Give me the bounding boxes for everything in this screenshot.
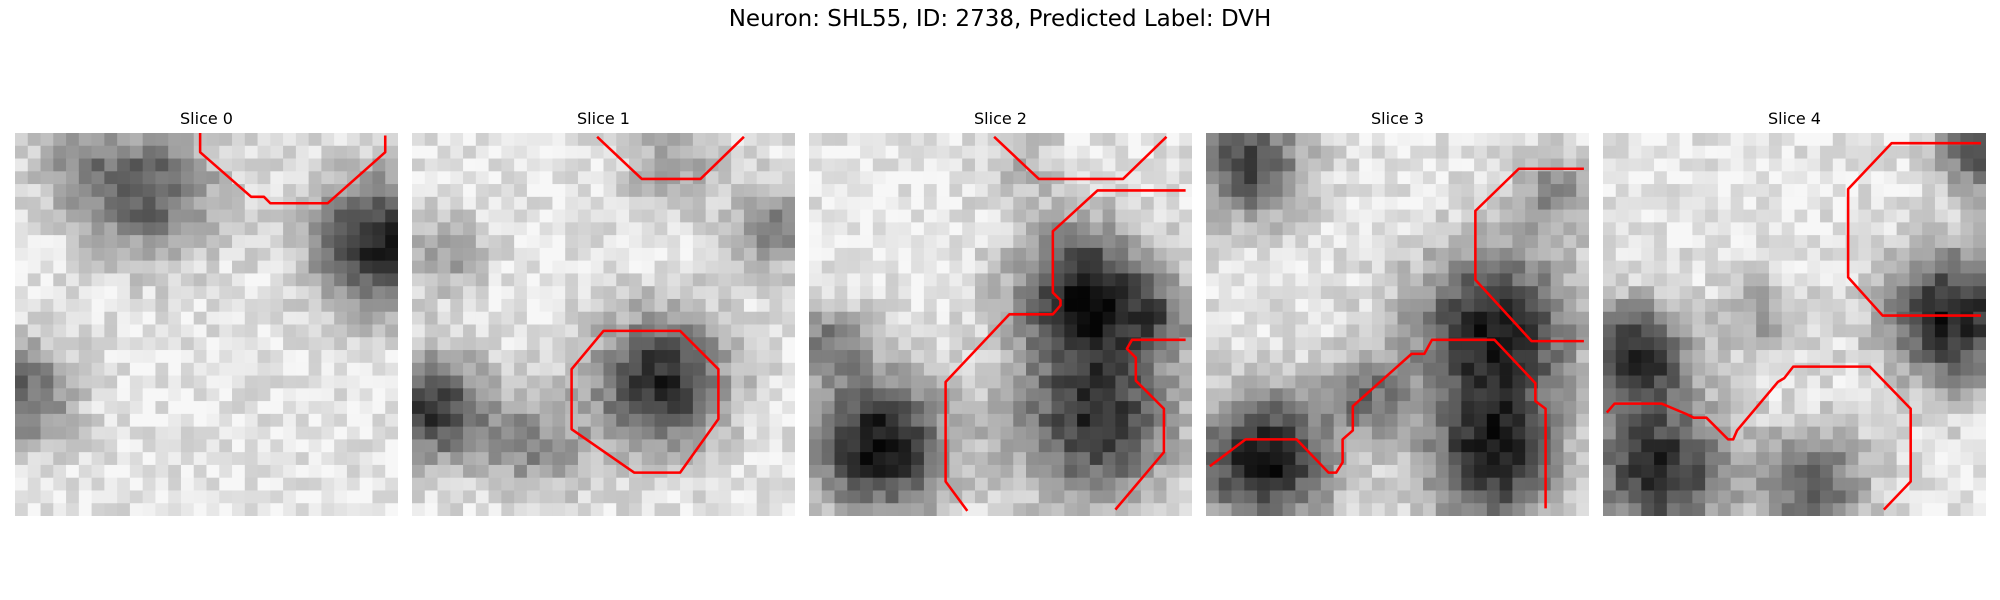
contour-line (993, 135, 1168, 181)
slice-image-2 (809, 133, 1192, 516)
contour-line (570, 329, 720, 474)
slice-title-2: Slice 2 (974, 109, 1027, 128)
contour-line (1209, 338, 1547, 509)
figure-title: Neuron: SHL55, ID: 2738, Predicted Label… (728, 6, 1272, 32)
slice-image-4 (1603, 133, 1986, 516)
slice-panel-2: Slice 2 (809, 109, 1192, 516)
slice-title-3: Slice 3 (1371, 109, 1424, 128)
contour-line (1114, 338, 1186, 511)
contour-line (944, 189, 1186, 512)
contour-line (1605, 365, 1912, 511)
slice-title-4: Slice 4 (1768, 109, 1821, 128)
slice-image-1 (412, 133, 795, 516)
slice-title-1: Slice 1 (577, 109, 630, 128)
slice-image-3 (1206, 133, 1589, 516)
contour-line (596, 135, 745, 181)
slice-title-0: Slice 0 (180, 109, 233, 128)
slice-panel-1: Slice 1 (412, 109, 795, 516)
slice-panel-0: Slice 0 (15, 109, 398, 516)
contour-line (1474, 167, 1584, 343)
contour-line (198, 133, 387, 205)
slice-panel-3: Slice 3 (1206, 109, 1589, 516)
contour-line (1846, 141, 1981, 317)
slice-panel-4: Slice 4 (1603, 109, 1986, 516)
slice-image-0 (15, 133, 398, 516)
